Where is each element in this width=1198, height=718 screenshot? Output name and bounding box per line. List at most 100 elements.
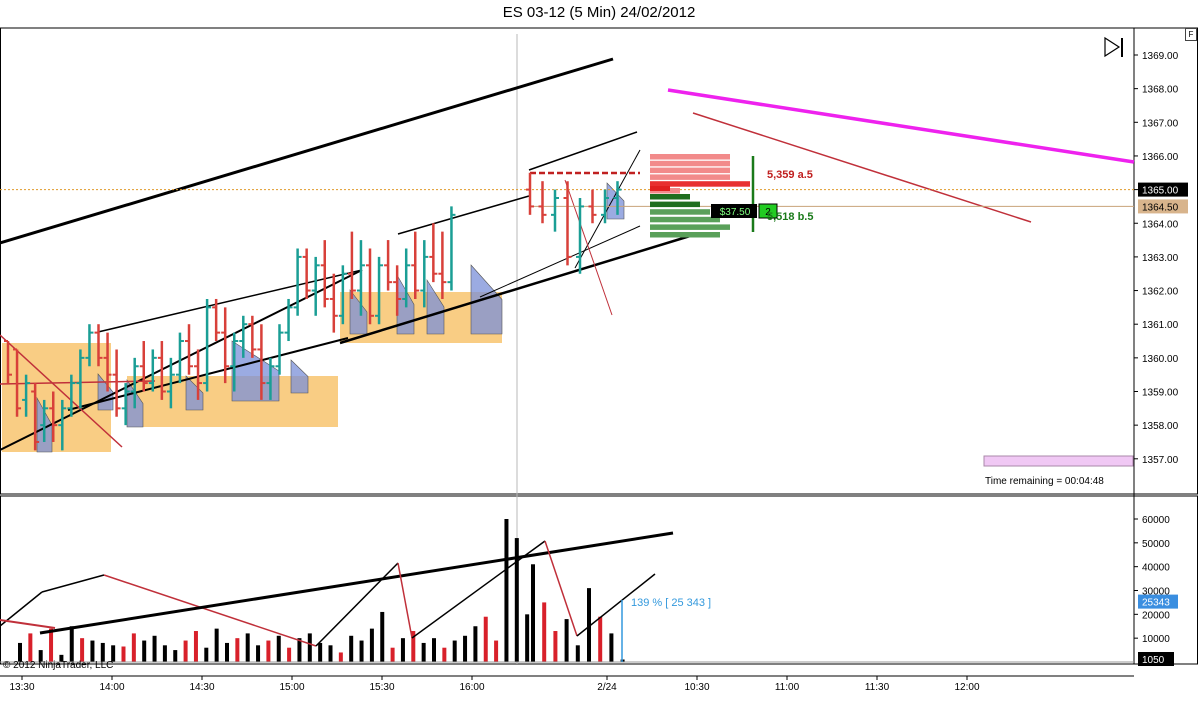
x-tick-label-7: 10:30 bbox=[684, 682, 709, 693]
vol-y-tick-label-3: 30000 bbox=[1142, 587, 1170, 598]
volume-bar-27 bbox=[297, 638, 302, 662]
trend-line-6 bbox=[339, 234, 691, 345]
value-area-0 bbox=[2, 343, 111, 452]
ohlc-bar-17 bbox=[157, 341, 166, 400]
x-tick-label-2: 14:30 bbox=[189, 682, 214, 693]
x-tick-label-3: 15:00 bbox=[279, 682, 304, 693]
volume-bar-17 bbox=[193, 631, 198, 662]
ohlc-bar-27 bbox=[248, 315, 257, 358]
trend-line-9 bbox=[0, 334, 123, 448]
format-button[interactable]: F bbox=[1185, 28, 1197, 41]
volume-bar-30 bbox=[328, 645, 333, 662]
y-tick-label-11: 1358.00 bbox=[1142, 421, 1179, 432]
last-volume-label: 1050 bbox=[1142, 655, 1165, 666]
volume-bar-26 bbox=[287, 647, 292, 662]
dom-bid-4 bbox=[650, 224, 730, 230]
ohlc-bar-57 bbox=[613, 181, 622, 215]
dom-ask-1 bbox=[650, 160, 730, 167]
volume-bar-41 bbox=[442, 647, 447, 662]
vol-y-tick-label-5: 10000 bbox=[1142, 634, 1170, 645]
y-tick-label-3: 1366.00 bbox=[1142, 152, 1179, 163]
ohlc-bar-29 bbox=[266, 357, 275, 400]
y-tick-label-7: 1362.00 bbox=[1142, 287, 1179, 298]
ohlc-bar-28 bbox=[257, 324, 266, 400]
trend-line-0 bbox=[0, 57, 614, 245]
ohlc-bar-30 bbox=[275, 324, 284, 375]
dom-ask-0 bbox=[650, 154, 730, 160]
volume-trend-line-3 bbox=[0, 619, 56, 629]
volume-bar-19 bbox=[214, 628, 219, 662]
y-tick-label-5: 1364.00 bbox=[1142, 219, 1179, 230]
volume-bar-18 bbox=[204, 647, 209, 662]
volume-bar-4 bbox=[59, 654, 64, 662]
ohlc-bar-50 bbox=[526, 172, 534, 215]
volume-trend-line-7 bbox=[411, 540, 546, 639]
ohlc-bar-16 bbox=[148, 349, 157, 392]
volume-bar-11 bbox=[131, 633, 136, 662]
volume-bar-3 bbox=[49, 628, 54, 662]
volume-bar-47 bbox=[504, 519, 509, 662]
current-volume-label: 25343 bbox=[1142, 598, 1170, 609]
x-tick-label-1: 14:00 bbox=[99, 682, 124, 693]
volume-bar-24 bbox=[266, 640, 271, 662]
trend-line-3 bbox=[97, 269, 363, 333]
vol-y-tick-label-0: 60000 bbox=[1142, 515, 1170, 526]
ohlc-bar-13 bbox=[121, 383, 130, 426]
ohlc-bar-43 bbox=[393, 265, 402, 316]
volume-bar-2 bbox=[38, 650, 43, 662]
volume-pct-label: 139 % [ 25 343 ] bbox=[631, 597, 711, 609]
dom-ask-4 bbox=[650, 181, 750, 187]
ohlc-bar-11 bbox=[103, 332, 112, 392]
trend-line-7 bbox=[479, 225, 641, 298]
volume-bar-5 bbox=[69, 626, 74, 662]
trend-line-5 bbox=[528, 131, 638, 171]
ohlc-bar-42 bbox=[384, 240, 393, 291]
volume-bar-42 bbox=[452, 640, 457, 662]
ohlc-bar-37 bbox=[338, 265, 347, 325]
volume-bar-46 bbox=[494, 640, 499, 662]
ohlc-bar-32 bbox=[293, 248, 302, 316]
volume-bar-40 bbox=[432, 638, 436, 662]
dom-ask-3 bbox=[650, 174, 730, 180]
ohlc-bar-55 bbox=[588, 189, 597, 224]
ohlc-bar-20 bbox=[185, 324, 193, 375]
ohlc-bar-33 bbox=[302, 248, 311, 299]
volume-bar-21 bbox=[235, 638, 240, 662]
volume-bar-45 bbox=[483, 616, 488, 662]
y-tick-label-12: 1357.00 bbox=[1142, 455, 1179, 466]
ohlc-bar-48 bbox=[438, 231, 447, 299]
y-tick-label-6: 1363.00 bbox=[1142, 253, 1179, 264]
volume-bar-36 bbox=[390, 647, 395, 662]
ohlc-bar-38 bbox=[347, 231, 356, 299]
ohlc-bar-3 bbox=[31, 383, 40, 451]
volume-bar-0 bbox=[18, 642, 22, 662]
volume-trend-line-8 bbox=[544, 540, 578, 637]
volume-bar-48 bbox=[514, 538, 519, 662]
y-tick-label-0: 1369.00 bbox=[1142, 51, 1179, 62]
ohlc-bar-41 bbox=[375, 256, 384, 325]
ohlc-bar-7 bbox=[67, 374, 76, 417]
ohlc-bar-21 bbox=[194, 349, 203, 400]
ohlc-bar-9 bbox=[85, 324, 94, 367]
ask-size-label: 5,359 a.5 bbox=[767, 169, 813, 181]
dom-bid-1 bbox=[650, 201, 700, 208]
dom-bid-5 bbox=[650, 232, 720, 238]
volume-bar-9 bbox=[111, 645, 116, 662]
volume-bar-38 bbox=[411, 631, 416, 662]
ohlc-bar-53 bbox=[563, 181, 572, 266]
ohlc-bar-24 bbox=[221, 307, 230, 384]
time-progress-bar bbox=[983, 455, 1134, 467]
position-box bbox=[758, 203, 778, 219]
dom-bid-2 bbox=[650, 209, 710, 215]
ohlc-bar-2 bbox=[22, 374, 31, 417]
x-tick-label-0: 13:30 bbox=[9, 682, 34, 693]
volume-bar-31 bbox=[338, 652, 343, 662]
bid-size-label: 5,518 b.5 bbox=[767, 211, 813, 223]
dom-ask-inside bbox=[650, 186, 670, 191]
volume-bar-33 bbox=[359, 640, 364, 662]
ohlc-bar-47 bbox=[429, 223, 438, 283]
volume-bar-22 bbox=[245, 633, 250, 662]
next-bar-icon bbox=[1104, 36, 1121, 58]
volume-trend-line-1 bbox=[41, 574, 105, 593]
